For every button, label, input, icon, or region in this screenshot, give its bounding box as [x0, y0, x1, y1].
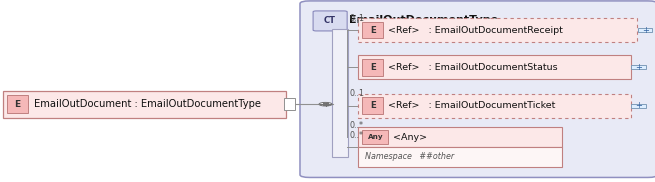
- Text: +: +: [635, 63, 642, 72]
- Text: 0..*: 0..*: [350, 131, 364, 140]
- Text: Namespace   ##other: Namespace ##other: [365, 152, 454, 161]
- Text: <Any>: <Any>: [393, 133, 427, 142]
- FancyBboxPatch shape: [362, 22, 383, 38]
- Text: <Ref>   : EmailOutDocumentStatus: <Ref> : EmailOutDocumentStatus: [388, 63, 557, 72]
- Circle shape: [319, 102, 332, 106]
- FancyBboxPatch shape: [358, 147, 562, 167]
- Text: 0..1: 0..1: [350, 14, 365, 23]
- FancyBboxPatch shape: [358, 94, 631, 118]
- FancyBboxPatch shape: [362, 97, 383, 114]
- Text: +: +: [635, 101, 642, 110]
- Text: +: +: [642, 25, 648, 35]
- FancyBboxPatch shape: [332, 29, 348, 157]
- FancyBboxPatch shape: [638, 28, 652, 32]
- Text: CT: CT: [324, 16, 336, 25]
- FancyBboxPatch shape: [313, 11, 347, 31]
- FancyBboxPatch shape: [3, 91, 286, 118]
- Text: E: E: [370, 63, 375, 72]
- Text: EmailOutDocument : EmailOutDocumentType: EmailOutDocument : EmailOutDocumentType: [34, 99, 261, 109]
- Text: Any: Any: [367, 134, 383, 140]
- Text: <Ref>   : EmailOutDocumentTicket: <Ref> : EmailOutDocumentTicket: [388, 101, 555, 110]
- FancyBboxPatch shape: [358, 18, 637, 42]
- Text: 0..1: 0..1: [350, 89, 365, 98]
- Text: <Ref>   : EmailOutDocumentReceipt: <Ref> : EmailOutDocumentReceipt: [388, 25, 563, 35]
- FancyBboxPatch shape: [358, 55, 631, 79]
- Text: E: E: [14, 100, 21, 109]
- FancyBboxPatch shape: [7, 95, 28, 113]
- Text: E: E: [370, 25, 375, 35]
- FancyBboxPatch shape: [362, 130, 388, 144]
- FancyBboxPatch shape: [631, 104, 646, 108]
- FancyBboxPatch shape: [358, 127, 562, 147]
- Text: E: E: [370, 101, 375, 110]
- FancyBboxPatch shape: [284, 98, 295, 110]
- FancyBboxPatch shape: [300, 1, 655, 177]
- Text: 0..*: 0..*: [350, 121, 364, 130]
- Text: EmailOutDocumentType: EmailOutDocumentType: [349, 15, 498, 25]
- FancyBboxPatch shape: [362, 59, 383, 76]
- FancyBboxPatch shape: [631, 65, 646, 69]
